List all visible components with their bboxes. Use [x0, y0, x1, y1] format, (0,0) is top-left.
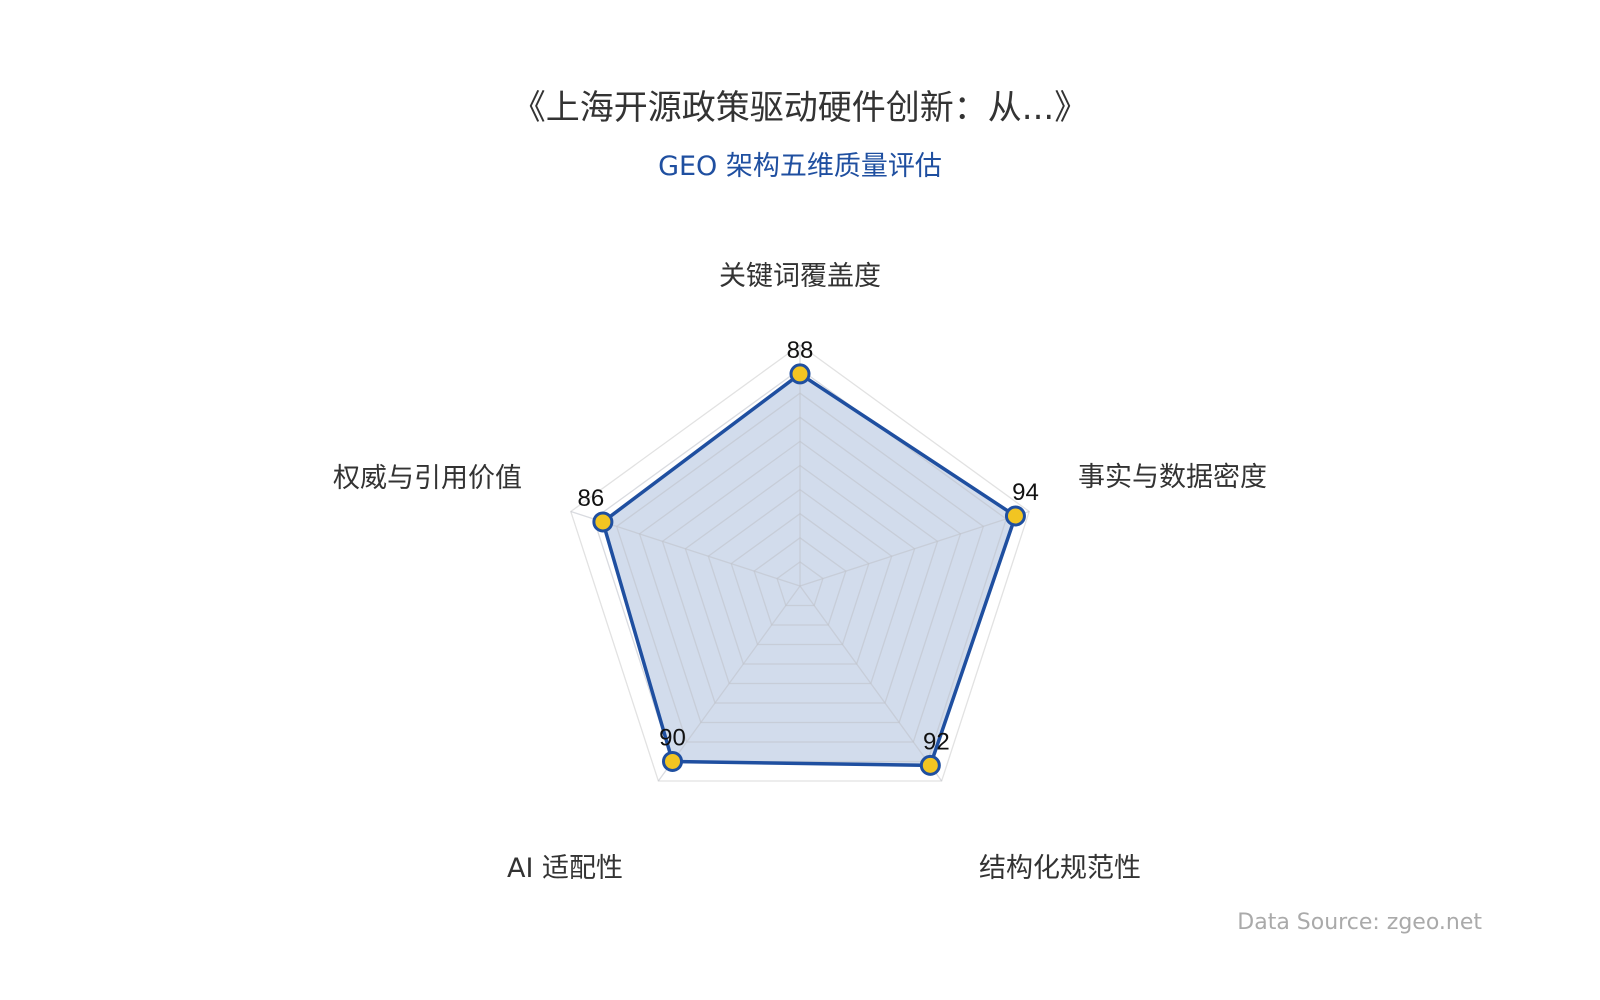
axis-line: [657, 585, 801, 782]
grid-ring: [615, 392, 985, 743]
grid-ring: [753, 536, 847, 626]
grid-ring: [661, 440, 939, 704]
axis-line: [799, 510, 1030, 587]
indicator-label: 权威与引用价值: [333, 463, 522, 494]
grid-ring: [707, 488, 893, 665]
data-point: [662, 750, 684, 772]
chart-title: 《上海开源政策驱动硬件创新：从...》: [511, 88, 1089, 128]
grid-ring: [776, 561, 824, 607]
grid-ring: [638, 416, 962, 724]
data-source: Data Source: zgeo.net: [1237, 910, 1482, 935]
grid-ring: [570, 344, 1030, 782]
data-point: [1004, 505, 1026, 527]
chart-subtitle: GEO 架构五维质量评估: [658, 151, 942, 182]
data-point: [919, 754, 941, 776]
data-label: 92: [923, 728, 950, 755]
data-label: 88: [787, 337, 814, 364]
indicator-label: 结构化规范性: [979, 853, 1141, 884]
series-area: [602, 373, 1016, 766]
grid-ring: [684, 464, 916, 685]
indicator-label: AI 适配性: [507, 853, 623, 884]
data-point: [789, 363, 811, 385]
indicator-label: 关键词覆盖度: [719, 261, 881, 292]
data-label: 86: [578, 485, 605, 512]
series-line: [601, 372, 1018, 768]
data-label: 94: [1012, 479, 1039, 506]
data-point: [592, 511, 614, 533]
grid-ring: [592, 368, 1008, 763]
grid-ring: [730, 512, 870, 646]
indicator-label: 事实与数据密度: [1078, 462, 1267, 493]
axis-line: [799, 585, 943, 782]
data-label: 90: [659, 724, 686, 751]
